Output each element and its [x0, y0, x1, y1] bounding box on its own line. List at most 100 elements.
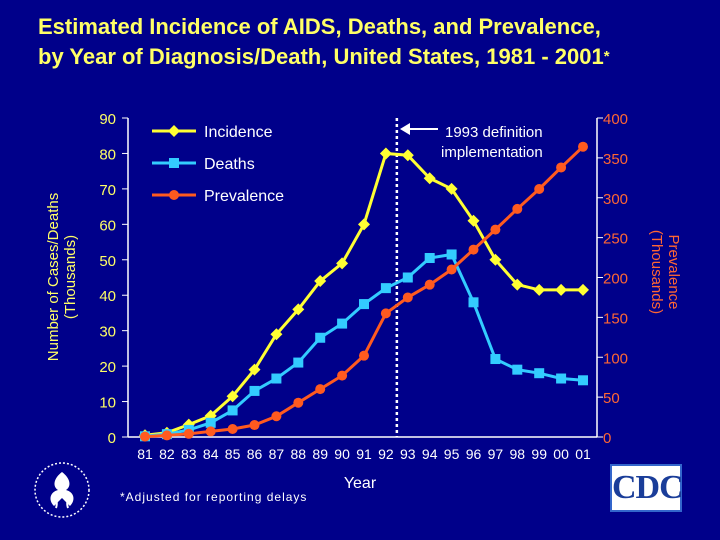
prevalence-data-point [380, 308, 391, 319]
right-y-tick-label: 100 [603, 350, 628, 367]
x-tick-label: 89 [312, 446, 328, 462]
prevalence-data-point [183, 428, 194, 439]
incidence-data-point [336, 257, 349, 270]
annotation-arrow-head [400, 123, 410, 135]
x-tick-label: 95 [444, 446, 460, 462]
prevalence-data-point [556, 162, 567, 173]
title-line-2-text: by Year of Diagnosis/Death, United State… [38, 44, 604, 69]
incidence-data-point [423, 172, 436, 185]
deaths-data-point [468, 297, 479, 308]
prevalence-data-point [161, 430, 172, 441]
hhs-eagle-icon [34, 462, 90, 518]
x-tick-label: 94 [422, 446, 438, 462]
deaths-data-point [315, 332, 326, 343]
prevalence-data-point [140, 431, 150, 442]
x-tick-label: 91 [356, 446, 372, 462]
prevalence-data-point [205, 426, 216, 437]
incidence-data-point [314, 275, 327, 288]
deaths-data-point [249, 385, 260, 396]
incidence-data-point [489, 253, 502, 266]
footnote: *Adjusted for reporting delays [120, 490, 308, 504]
x-tick-label: 90 [334, 446, 350, 462]
prevalence-data-point [249, 420, 260, 431]
deaths-data-point [556, 373, 567, 384]
x-tick-label: 88 [291, 446, 307, 462]
prevalence-data-point [446, 264, 457, 275]
x-tick-label: 99 [531, 446, 547, 462]
right-y-tick-label: 150 [603, 310, 628, 327]
prevalence-data-point [578, 141, 588, 152]
prevalence-data-point [534, 183, 545, 194]
prevalence-data-point [293, 397, 304, 408]
deaths-data-point [271, 373, 282, 384]
legend-prevalence-marker [169, 190, 179, 200]
deaths-data-point [490, 354, 501, 365]
right-y-tick-label: 400 [603, 111, 628, 128]
title-line-1: Estimated Incidence of AIDS, Deaths, and… [38, 14, 601, 39]
left-y-tick-label: 80 [99, 146, 116, 163]
deaths-data-point [534, 368, 545, 379]
incidence-data-point [511, 278, 524, 291]
prevalence-data-point [490, 224, 501, 235]
x-tick-label: 86 [247, 446, 263, 462]
x-tick-label: 00 [553, 446, 569, 462]
left-y-tick-label: 70 [99, 182, 116, 199]
deaths-data-point [446, 249, 457, 260]
x-tick-label: 87 [269, 446, 285, 462]
right-y-tick-label: 50 [603, 390, 620, 407]
deaths-data-point [424, 253, 435, 264]
prevalence-data-point [227, 424, 238, 435]
legend-deaths-label: Deaths [204, 156, 255, 173]
title-line-2: by Year of Diagnosis/Death, United State… [38, 42, 708, 72]
right-y-tick-label: 250 [603, 231, 628, 248]
prevalence-data-point [315, 384, 326, 395]
cdc-logo: CDC [610, 464, 684, 512]
deaths-data-point [578, 375, 588, 386]
deaths-data-point [337, 318, 348, 329]
prevalence-data-point [512, 203, 523, 214]
incidence-data-point [248, 363, 261, 376]
prevalence-data-point [402, 292, 413, 303]
prevalence-data-point [337, 370, 348, 381]
right-y-tick-label: 0 [603, 430, 611, 447]
prevalence-data-point [468, 244, 479, 255]
incidence-data-point [358, 218, 370, 231]
right-y-tick-label: 350 [603, 151, 628, 168]
incidence-data-point [270, 328, 283, 341]
x-tick-label: 96 [466, 446, 482, 462]
left-y-tick-label: 10 [99, 395, 116, 412]
prevalence-data-point [271, 411, 282, 422]
legend-prevalence-label: Prevalence [204, 188, 284, 205]
incidence-data-point [379, 147, 392, 160]
x-tick-label: 84 [203, 446, 219, 462]
incidence-data-point [401, 149, 414, 162]
prevalence-data-point [424, 279, 435, 290]
deaths-data-point [293, 357, 304, 368]
x-tick-label: 97 [488, 446, 504, 462]
left-y-tick-label: 60 [99, 217, 116, 234]
incidence-data-point [445, 182, 458, 195]
legend-deaths-marker [169, 158, 179, 168]
x-tick-label: 81 [137, 446, 153, 462]
left-y-tick-label: 40 [99, 288, 116, 305]
incidence-data-point [577, 283, 589, 296]
left-y-tick-label: 90 [99, 111, 116, 128]
incidence-data-point [467, 214, 480, 227]
left-y-tick-label: 0 [108, 430, 116, 447]
incidence-data-point [555, 283, 568, 296]
chart-title: Estimated Incidence of AIDS, Deaths, and… [38, 12, 708, 72]
incidence-data-point [226, 390, 239, 403]
x-tick-label: 83 [181, 446, 197, 462]
x-tick-label: 93 [400, 446, 416, 462]
x-tick-label: 85 [225, 446, 241, 462]
deaths-data-point [380, 283, 391, 294]
cdc-logo-text: CDC [612, 469, 684, 506]
annotation-text-line-1: 1993 definition [445, 124, 543, 141]
x-tick-label: 82 [159, 446, 175, 462]
x-tick-label: 92 [378, 446, 394, 462]
incidence-data-point [533, 283, 546, 296]
deaths-data-point [359, 299, 369, 310]
legend-incidence-label: Incidence [204, 124, 273, 141]
x-axis-label: Year [344, 475, 377, 492]
